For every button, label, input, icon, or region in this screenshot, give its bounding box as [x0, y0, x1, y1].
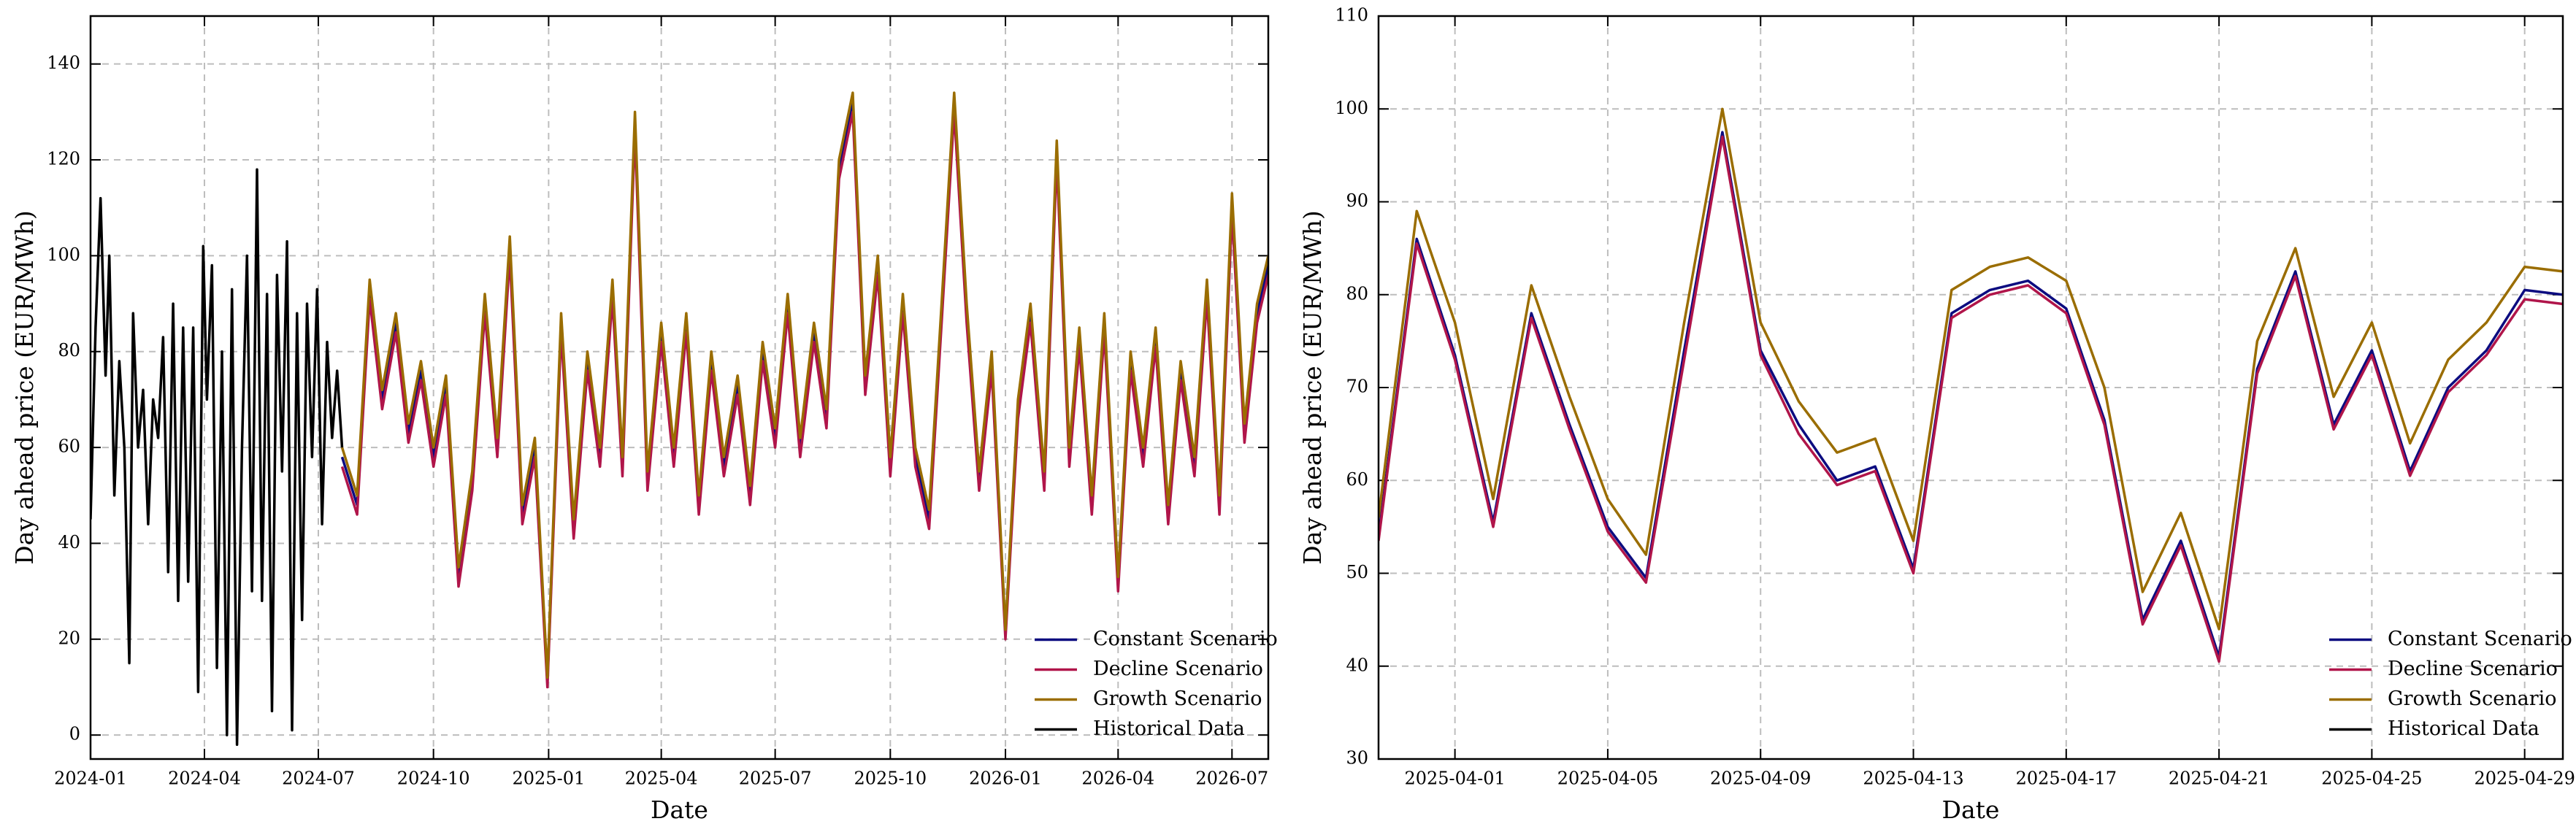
x-tick-label: 2024-01	[54, 769, 127, 789]
y-tick-label: 80	[1346, 283, 1368, 304]
x-axis-label: Date	[651, 796, 708, 824]
x-tick-label: 2025-04-01	[1404, 769, 1505, 789]
y-tick-label: 60	[58, 436, 80, 457]
y-tick-label: 90	[1346, 190, 1368, 211]
x-tick-label: 2025-04-21	[2169, 769, 2269, 789]
x-tick-label: 2025-04-05	[1557, 769, 1658, 789]
y-tick-label: 110	[1335, 5, 1368, 26]
y-tick-label: 30	[1346, 748, 1368, 769]
series-line	[91, 168, 344, 747]
y-tick-label: 140	[47, 53, 80, 73]
plot-frame	[1377, 15, 2564, 760]
x-axis-label: Date	[1942, 796, 2000, 824]
subplot: 0 20 40 60 80 100 120 140 2024-01 2024-04 2024-07 2…	[10, 15, 1278, 824]
x-tick-label: 2025-04-29	[2474, 769, 2575, 789]
legend-label: Growth Scenario	[2388, 687, 2557, 710]
x-tick-label: 2024-10	[397, 769, 470, 789]
x-tick-label: 2025-04	[625, 769, 698, 789]
y-tick-label: 40	[1346, 655, 1368, 675]
legend-label: Growth Scenario	[1093, 687, 1262, 710]
y-tick-label: 70	[1346, 377, 1368, 397]
y-tick-label: 80	[58, 340, 80, 361]
x-tick-label: 2025-04-17	[2016, 769, 2117, 789]
x-tick-label: 2025-04-09	[1710, 769, 1811, 789]
y-tick-label: 50	[1346, 562, 1368, 582]
subplot: 30 40 50 60 70 80 90 100 110 2025-04-01 2025-04-05…	[1298, 5, 2575, 825]
y-tick-label: 40	[58, 532, 80, 552]
series-line	[1379, 131, 2563, 658]
legend-label: Constant Scenario	[1093, 628, 1278, 650]
legend-label: Historical Data	[2388, 717, 2539, 740]
x-tick-label: 2025-10	[854, 769, 927, 789]
legend-label: Decline Scenario	[2388, 658, 2558, 680]
x-tick-label: 2024-04	[168, 769, 241, 789]
legend-label: Constant Scenario	[2388, 628, 2572, 650]
y-tick-label: 100	[47, 244, 80, 265]
series-line	[340, 91, 1268, 679]
x-tick-label: 2025-04-13	[1863, 769, 1963, 789]
x-tick-label: 2026-04	[1081, 769, 1154, 789]
legend-label: Historical Data	[1093, 717, 1245, 740]
x-tick-label: 2024-07	[282, 769, 355, 789]
y-tick-label: 20	[58, 628, 80, 648]
y-axis-label: Day ahead price (EUR/MWh)	[1298, 210, 1327, 565]
y-tick-label: 100	[1335, 98, 1368, 118]
y-tick-label: 120	[47, 149, 80, 169]
x-tick-label: 2026-07	[1195, 769, 1268, 789]
y-tick-label: 0	[69, 724, 80, 744]
x-tick-label: 2026-01	[969, 769, 1042, 789]
x-tick-label: 2025-07	[739, 769, 812, 789]
series-line	[1379, 135, 2563, 663]
x-tick-label: 2025-01	[513, 769, 586, 789]
plot-frame	[89, 15, 1270, 760]
y-axis-label: Day ahead price (EUR/MWh)	[10, 210, 39, 565]
series-line	[1379, 107, 2563, 631]
y-tick-label: 60	[1346, 469, 1368, 490]
legend-label: Decline Scenario	[1093, 658, 1263, 680]
x-tick-label: 2025-04-25	[2321, 769, 2422, 789]
